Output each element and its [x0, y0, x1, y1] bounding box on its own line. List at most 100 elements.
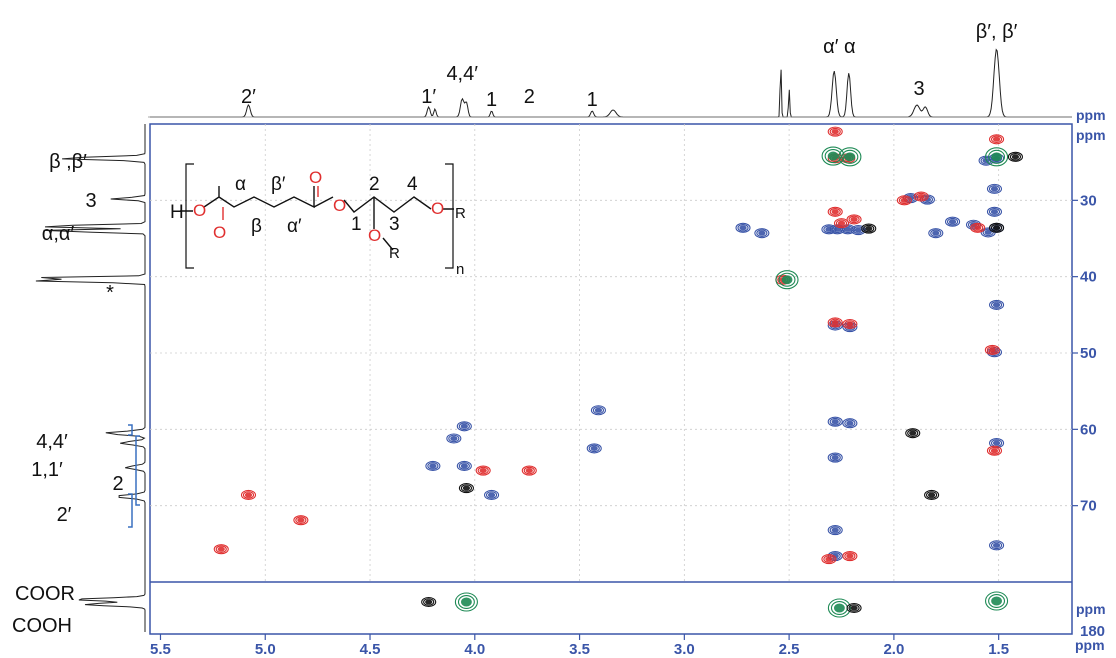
contour-1	[990, 301, 1003, 309]
contour-1	[737, 224, 749, 232]
cross-peak-2-2	[985, 147, 1009, 167]
structure-bonds	[180, 186, 454, 251]
contour-2	[827, 151, 839, 161]
structure-o-carbonyl2: O	[309, 168, 322, 187]
contour-2	[831, 419, 839, 425]
contour-2	[990, 186, 999, 192]
h1-peak-label-4: 2	[524, 86, 535, 108]
contour-2	[831, 129, 839, 135]
structure-pos4: 4	[407, 174, 418, 195]
contour-1	[988, 593, 1006, 609]
c13-brackets	[128, 424, 140, 528]
contour-1	[990, 135, 1003, 144]
x-tick-label-4.5: 4.5	[360, 641, 381, 658]
h1-peak-label-2: 4,4′	[446, 63, 478, 85]
contour-1	[823, 225, 835, 234]
cross-peak-3-5	[989, 222, 1005, 233]
contour-0	[213, 544, 229, 555]
structure-bracket-left	[185, 163, 194, 269]
c13-label-6: 2	[112, 473, 123, 495]
cross-peak-3-1	[905, 428, 921, 439]
cross-peak-2-4	[454, 592, 478, 612]
structure-o-side: O	[368, 226, 381, 245]
contour-1	[986, 346, 998, 354]
cross-peak-1-21	[821, 554, 837, 565]
contour-0	[475, 465, 491, 476]
x-tick-label-3.0: 3.0	[674, 641, 695, 658]
cross-peak-0-29	[989, 299, 1005, 310]
contour-0	[458, 483, 474, 494]
contour-0	[484, 489, 500, 501]
cross-peak-0-10	[850, 225, 866, 236]
contour-2	[992, 542, 1001, 548]
contour-0	[775, 270, 799, 290]
contour-1	[829, 526, 841, 534]
x-tick-label-2.5: 2.5	[779, 641, 800, 658]
contour-0	[842, 550, 858, 562]
contour-1	[844, 320, 856, 328]
contour-1	[972, 224, 984, 232]
x-tick-label-5.5: 5.5	[150, 641, 171, 658]
contour-0	[827, 126, 843, 137]
contour-2	[834, 603, 845, 613]
contour-2	[992, 440, 1001, 446]
contour-2	[991, 152, 1002, 162]
contour-0	[827, 452, 843, 463]
contour-2	[990, 448, 999, 454]
contour-2	[590, 445, 598, 451]
contour-2	[932, 230, 940, 236]
contour-0	[846, 602, 862, 614]
grid	[150, 124, 1072, 582]
h1-peak-label-3: 1	[486, 89, 497, 111]
contour-1	[988, 185, 1001, 193]
cross-peak-0-12	[754, 228, 770, 239]
y-tick-label-70: 70	[1080, 498, 1097, 515]
contour-0	[456, 460, 472, 472]
contour-1	[844, 552, 856, 560]
contour-0	[754, 228, 770, 239]
contour-2	[831, 209, 839, 215]
x-axis-unit: ppm	[1075, 637, 1105, 653]
contour-2	[909, 430, 917, 436]
contour-0	[454, 592, 478, 612]
contour-2	[900, 197, 908, 203]
contour-1	[460, 484, 473, 492]
cross-peak-0-32	[989, 540, 1005, 551]
c13-label-8: COOR	[15, 583, 75, 605]
contour-2	[850, 605, 858, 611]
h1-peak-label-1: 1′	[421, 86, 436, 108]
structure-alpha-prime: α′	[287, 216, 302, 237]
h1-peak-label-8: β′, β′	[976, 21, 1018, 43]
contour-1	[863, 224, 875, 233]
x-tick-label-4.0: 4.0	[464, 641, 485, 658]
contour-2	[594, 407, 603, 413]
contour-1	[592, 406, 605, 415]
contour-1	[898, 196, 910, 205]
contour-2	[837, 220, 846, 226]
contour-1	[988, 207, 1001, 216]
contour-0	[984, 344, 1000, 355]
contour-2	[948, 219, 957, 225]
h1-peak-label-6: α′ α	[823, 36, 855, 58]
structure-beta-prime: β′	[271, 174, 286, 195]
cross-peak-3-3	[1007, 151, 1023, 162]
cross-peak-0-6	[590, 405, 606, 416]
contour-1	[824, 149, 842, 164]
cross-peak-2-1	[838, 147, 862, 167]
contour-2	[461, 597, 472, 607]
contour-1	[990, 541, 1003, 550]
y-tick-label-180: 180	[1080, 623, 1105, 640]
contour-1	[915, 192, 927, 201]
contour-0	[986, 206, 1003, 217]
cross-peak-0-2	[425, 460, 441, 472]
contour-1	[829, 417, 841, 426]
structure-r-side: R	[389, 245, 400, 262]
cross-peak-0-5	[586, 443, 602, 454]
contour-2	[854, 227, 862, 233]
contour-0	[821, 146, 845, 166]
c13-label-9: COOH	[12, 615, 72, 637]
contour-0	[735, 222, 751, 233]
contour-2	[460, 463, 468, 469]
cross-peak-0-4	[484, 489, 500, 501]
cross-peak-3-0	[458, 483, 474, 494]
